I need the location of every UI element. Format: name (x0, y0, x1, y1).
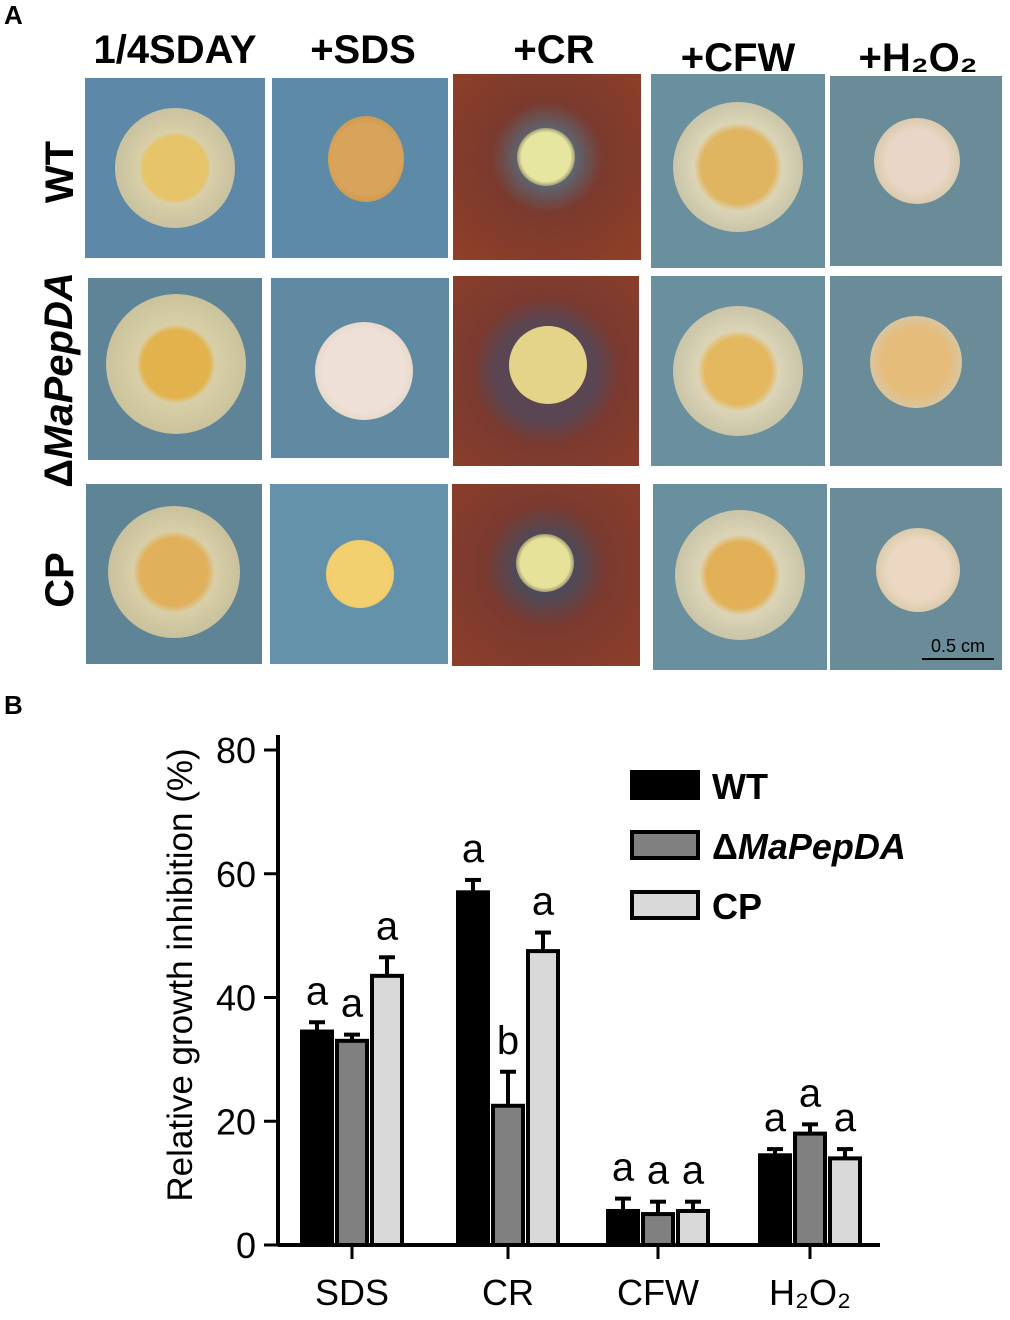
significance-letter-2-1: a (532, 880, 555, 924)
y-axis-label: Relative growth inhibition (%) (161, 748, 200, 1201)
legend-swatch-2 (630, 890, 700, 920)
plate-wt-sds (272, 78, 448, 258)
significance-letter-1-3: a (799, 1071, 822, 1115)
bar-1-2 (641, 1212, 675, 1247)
plate-mutant-sday (88, 278, 262, 460)
scale-bar (922, 658, 994, 660)
x-tick-label-2: CFW (617, 1272, 699, 1313)
plate-wt-sday (85, 78, 265, 258)
bar-1-0 (335, 1038, 369, 1247)
significance-letter-2-0: a (376, 904, 399, 948)
significance-letter-2-2: a (682, 1149, 705, 1193)
y-tick-label-2: 40 (216, 978, 256, 1019)
significance-letter-0-3: a (764, 1096, 787, 1140)
plate-cp-cr (452, 484, 640, 666)
significance-letter-0-0: a (306, 969, 329, 1013)
significance-letter-1-0: a (341, 982, 364, 1026)
column-header-4: +CFW (680, 36, 796, 80)
plate-cp-h2o2 (830, 488, 1002, 670)
bar-2-2 (676, 1208, 710, 1247)
bar-2-0 (370, 973, 404, 1247)
bar-0-0 (300, 1029, 334, 1247)
significance-letter-0-2: a (612, 1146, 635, 1190)
legend-label-0: WT (712, 766, 768, 807)
legend-swatch-0 (630, 770, 700, 800)
plate-wt-cfw (651, 74, 825, 268)
x-tick-label-1: CR (482, 1272, 534, 1313)
plate-mutant-h2o2 (830, 276, 1002, 466)
column-header-2: +SDS (310, 28, 416, 72)
plate-mutant-sds (271, 278, 449, 458)
x-tick-label-0: SDS (315, 1272, 389, 1313)
plate-cp-sday (86, 484, 262, 664)
plate-cp-sds (270, 484, 448, 664)
bar-0-1 (456, 890, 490, 1247)
column-header-5: +H₂O₂ (858, 36, 978, 80)
bar-0-2 (606, 1208, 640, 1247)
x-tick-label-3: H₂O₂ (769, 1272, 851, 1313)
bar-1-1 (491, 1103, 525, 1247)
plate-mutant-cr (453, 276, 639, 466)
legend-label-1: ΔMaPepDA (712, 826, 906, 867)
bar-2-3 (828, 1156, 862, 1247)
significance-letter-1-2: a (647, 1149, 670, 1193)
y-tick-label-0: 0 (236, 1225, 256, 1266)
plate-mutant-cfw (651, 276, 825, 466)
column-header-1: 1/4SDAY (93, 28, 257, 72)
bar-1-3 (793, 1131, 827, 1247)
plate-cp-cfw (653, 484, 827, 670)
bar-0-3 (758, 1153, 792, 1247)
panel-a-letter: A (4, 0, 23, 30)
panel-b-letter: B (4, 690, 23, 720)
y-tick-label-3: 60 (216, 854, 256, 895)
plate-wt-h2o2 (830, 76, 1002, 266)
plate-wt-cr (453, 74, 641, 260)
significance-letter-1-1: b (497, 1019, 519, 1063)
legend-swatch-1 (630, 830, 700, 860)
significance-letter-2-3: a (834, 1096, 857, 1140)
y-tick-label-4: 80 (216, 730, 256, 771)
bar-2-1 (526, 949, 560, 1247)
legend-label-2: CP (712, 886, 762, 927)
y-tick-label-1: 20 (216, 1101, 256, 1142)
significance-letter-0-1: a (462, 827, 485, 871)
column-header-3: +CR (513, 28, 595, 72)
scale-bar-label: 0.5 cm (930, 636, 986, 656)
